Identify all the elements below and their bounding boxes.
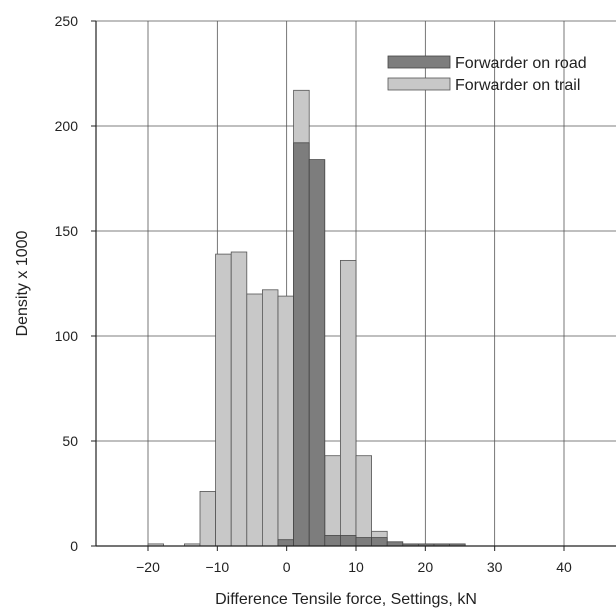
x-tick-labels: −20 −10 0 10 20 30 40	[136, 559, 572, 575]
y-axis-title: Density x 1000	[14, 230, 31, 336]
histogram-bar	[293, 142, 310, 547]
histogram-bar	[277, 295, 295, 547]
x-axis-title: Difference Tensile force, Settings, kN	[215, 591, 477, 608]
y-tick-label: 150	[55, 223, 79, 239]
y-tick-label: 200	[55, 118, 79, 134]
x-tick-label: 40	[556, 559, 572, 575]
histogram-bars	[147, 89, 466, 547]
legend: Forwarder on road Forwarder on trail	[387, 55, 587, 94]
histogram-bar	[371, 537, 388, 547]
histogram-bar	[339, 259, 357, 547]
y-tick-label: 100	[55, 328, 79, 344]
histogram-bar	[355, 455, 373, 547]
y-tick-labels: 0 50 100 150 200 250	[55, 13, 79, 554]
x-tick-label: 30	[487, 559, 503, 575]
x-tick-label: 10	[348, 559, 364, 575]
histogram-bar	[324, 535, 341, 547]
histogram-bar	[386, 541, 404, 547]
histogram-bar	[246, 293, 263, 547]
histogram-bar	[355, 537, 373, 547]
y-tick-label: 50	[62, 433, 78, 449]
x-tick-label: 0	[283, 559, 291, 575]
tick-marks	[91, 20, 565, 551]
histogram-bar	[277, 539, 295, 547]
histogram-bar	[261, 289, 279, 547]
x-tick-label: −10	[205, 559, 229, 575]
legend-swatch	[387, 77, 451, 91]
x-tick-label: 20	[418, 559, 434, 575]
histogram-bar	[324, 455, 341, 547]
legend-swatch	[387, 55, 451, 69]
histogram-bar	[230, 251, 248, 547]
histogram-bar	[339, 535, 357, 547]
y-tick-label: 250	[55, 13, 79, 29]
histogram-bar	[199, 490, 217, 547]
histogram-bar	[215, 253, 232, 547]
histogram-bar	[308, 159, 326, 547]
legend-label: Forwarder on trail	[455, 77, 580, 94]
y-tick-label: 0	[70, 538, 78, 554]
legend-label: Forwarder on road	[455, 55, 587, 72]
x-tick-label: −20	[136, 559, 160, 575]
